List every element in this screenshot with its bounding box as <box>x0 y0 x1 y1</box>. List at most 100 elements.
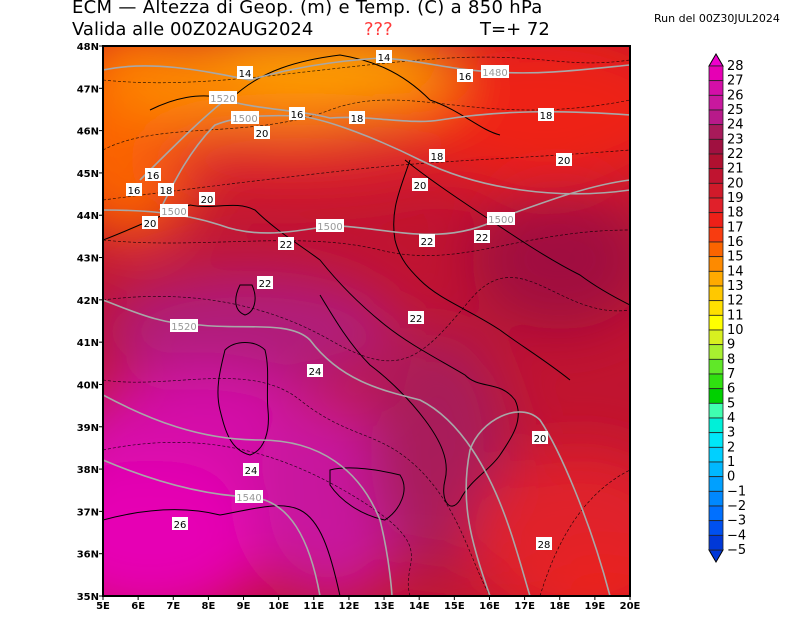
colorbar-label: 6 <box>727 382 735 397</box>
temperature-label-box <box>145 168 161 181</box>
colorbar-swatch <box>708 153 724 170</box>
colorbar-swatch <box>708 182 724 199</box>
lon-label: 15E <box>444 601 465 612</box>
colorbar-label: −3 <box>727 514 746 529</box>
coastlines <box>103 54 630 596</box>
colorbar-swatch <box>708 241 724 258</box>
temperature-label-box <box>429 149 445 162</box>
colorbar-label: −4 <box>727 528 746 543</box>
lat-label: 36N <box>77 550 99 561</box>
temperature-label: 18 <box>160 186 173 197</box>
temperature-label: 20 <box>201 195 214 206</box>
lon-label: 13E <box>374 601 395 612</box>
temperature-label-box <box>278 237 294 250</box>
colorbar-swatch <box>708 138 724 155</box>
lon-label: 6E <box>131 601 145 612</box>
colorbar-label: 19 <box>727 191 744 206</box>
colorbar-label: 5 <box>727 396 735 411</box>
temperature-contours <box>103 56 630 596</box>
colorbar-label: 8 <box>727 352 735 367</box>
lat-label: 41N <box>77 338 99 349</box>
colorbar-swatch <box>708 461 724 478</box>
lon-label: 20E <box>620 601 641 612</box>
colorbar-label: 2 <box>727 440 735 455</box>
colorbar-label: 26 <box>727 88 744 103</box>
colorbar: 2827262524232221201918171615141312111098… <box>708 53 746 563</box>
lat-label: 45N <box>77 169 99 180</box>
temperature-label: 20 <box>558 156 571 167</box>
temperature-label: 26 <box>174 520 187 531</box>
lat-label: 43N <box>77 254 99 265</box>
colorbar-label: 16 <box>727 235 744 250</box>
geopotential-label-box <box>487 212 515 225</box>
colorbar-swatch <box>708 373 724 390</box>
geopotential-label-box <box>316 219 344 232</box>
lon-label: 10E <box>268 601 289 612</box>
temperature-label-box <box>457 69 473 82</box>
temperature-label: 18 <box>431 152 444 163</box>
colorbar-swatch <box>708 300 724 316</box>
temperature-label: 20 <box>256 129 269 140</box>
temperature-label-box <box>243 463 259 476</box>
colorbar-swatch <box>708 490 724 507</box>
temperature-label: 16 <box>128 186 141 197</box>
colorbar-swatch <box>708 197 724 214</box>
colorbar-label: 23 <box>727 132 744 147</box>
colorbar-swatch <box>708 417 724 434</box>
lat-label: 39N <box>77 423 99 434</box>
temperature-label-box <box>199 192 215 205</box>
temperature-label-box <box>172 517 188 530</box>
geopotential-label: 1500 <box>161 207 186 218</box>
colorbar-swatch <box>708 402 724 419</box>
temperature-label: 22 <box>410 314 423 325</box>
temperature-label: 16 <box>147 171 160 182</box>
lon-label: 9E <box>237 601 251 612</box>
colorbar-label: 7 <box>727 367 735 382</box>
colorbar-label: 10 <box>727 323 744 338</box>
geopotential-label-box <box>160 204 188 217</box>
geopotential-label: 1520 <box>210 94 235 105</box>
geopotential-label-box <box>481 65 509 78</box>
temperature-label: 22 <box>476 233 489 244</box>
colorbar-label: 15 <box>727 250 744 265</box>
temperature-label-box <box>289 107 305 120</box>
temperature-label-box <box>532 431 548 444</box>
colorbar-swatch <box>708 329 724 346</box>
unknown-marker: ??? <box>364 19 393 40</box>
colorbar-bottom-arrow <box>708 549 724 563</box>
lon-label: 7E <box>166 601 180 612</box>
colorbar-swatch <box>708 109 724 126</box>
geopotential-label-box <box>231 111 259 124</box>
temperature-label-box <box>307 364 323 377</box>
colorbar-swatch <box>708 432 724 448</box>
colorbar-swatch <box>708 168 724 184</box>
colorbar-swatch <box>708 358 724 375</box>
colorbar-swatch <box>708 388 724 404</box>
geopotential-label: 1500 <box>488 215 513 226</box>
lon-label: 12E <box>339 601 360 612</box>
lon-label: 8E <box>202 601 216 612</box>
temperature-label-box <box>474 230 490 243</box>
temperature-label: 28 <box>538 540 551 551</box>
colorbar-swatch <box>708 256 724 272</box>
temperature-label-box <box>408 311 424 324</box>
temperature-label: 22 <box>280 240 293 251</box>
lon-label: 14E <box>409 601 430 612</box>
temperature-label-box <box>257 276 273 289</box>
colorbar-label: 18 <box>727 206 744 221</box>
temperature-label-box <box>412 178 428 191</box>
colorbar-swatch <box>708 94 724 111</box>
geopotential-label: 1480 <box>482 68 507 79</box>
chart-title: ECM — Altezza di Geop. (m) e Temp. (C) a… <box>72 0 543 18</box>
colorbar-swatch <box>708 344 724 360</box>
lon-label: 19E <box>584 601 605 612</box>
colorbar-label: 21 <box>727 162 744 177</box>
lat-label: 37N <box>77 507 99 518</box>
lat-label: 42N <box>77 296 99 307</box>
geopotential-label: 1520 <box>171 322 196 333</box>
colorbar-top-arrow <box>708 53 724 67</box>
colorbar-label: 13 <box>727 279 744 294</box>
colorbar-swatch <box>708 65 724 82</box>
temperature-label: 20 <box>414 181 427 192</box>
